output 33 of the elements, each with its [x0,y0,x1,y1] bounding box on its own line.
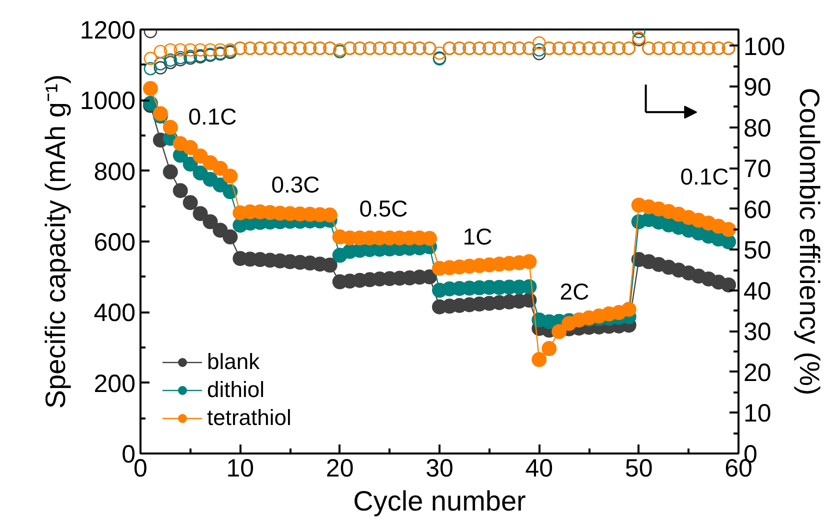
y2-tick-label: 80 [744,114,772,142]
y-tick-label: 400 [94,299,136,328]
annotation: 0.5C [359,196,408,222]
y2-tick-label: 20 [744,358,772,387]
annotation: 2C [560,278,590,304]
y-tick-label: 600 [94,228,136,256]
legend-label: blank [207,349,260,375]
y-tick-label: 800 [94,158,136,186]
y2-tick-label: 70 [744,155,772,184]
x-tick-label: 40 [525,454,554,482]
y2-tick-label: 100 [744,32,786,61]
x-tick-label: 50 [624,454,653,482]
y2-tick-label: 50 [744,236,772,265]
y-axis-title: Specific capacity (mAh g⁻¹) [40,74,71,409]
x-axis-title: Cycle number [353,486,526,516]
annotation: 1C [462,224,492,250]
y2-tick-label: 10 [744,400,772,428]
legend-label: dithiol [207,377,264,403]
y2-tick-label: 90 [744,74,772,102]
annotation: 0.1C [188,104,237,130]
y-tick-label: 1000 [80,87,136,116]
y2-tick-label: 60 [744,196,772,224]
x-tick-label: 20 [326,454,354,482]
annotation: 0.1C [680,164,729,190]
legend-label: tetrathiol [207,405,292,431]
y2-tick-label: 40 [744,277,772,306]
x-tick-label: 10 [226,454,254,482]
y2-axis-title: Coulombic efficiency (%) [794,88,826,396]
y-tick-label: 200 [94,370,136,398]
x-tick-label: 30 [426,454,454,482]
y-tick-label: 1200 [80,16,136,44]
annotation: 0.3C [271,172,320,198]
y2-tick-label: 30 [744,318,772,346]
